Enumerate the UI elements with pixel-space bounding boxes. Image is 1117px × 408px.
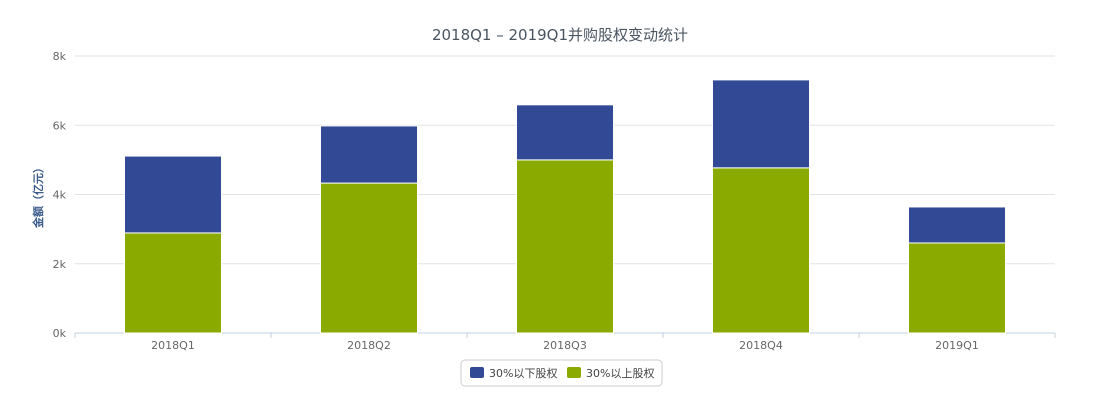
x-tick-label: 2018Q2 [347,339,391,352]
bar-segment[interactable] [712,167,810,334]
bar-segment[interactable] [516,159,614,334]
x-ticks: 2018Q1 2018Q2 2018Q3 2018Q4 2019Q1 [74,333,1056,352]
x-tick-label: 2018Q1 [151,339,195,352]
y-tick-label: 6k [53,119,67,132]
y-tick-label: 4k [53,189,67,202]
legend-item[interactable]: 30%以上股权 [567,367,654,380]
y-tick-label: 8k [53,50,67,63]
bar-segment[interactable] [320,182,418,334]
y-tick-label: 0k [53,327,67,340]
bar-segment[interactable] [124,155,222,234]
bar-segment[interactable] [712,79,810,169]
bar-segment[interactable] [516,104,614,161]
x-tick-label: 2018Q3 [543,339,587,352]
bar-segment[interactable] [124,232,222,334]
legend-box [460,359,663,387]
legend-label: 30%以上股权 [586,367,654,380]
y-axis-label: 金额（亿元） [31,162,45,229]
legend-swatch [470,367,484,378]
chart-title: 2018Q1 – 2019Q1并购股权变动统计 [432,26,688,44]
bars [124,79,1006,334]
legend-label: 30%以下股权 [489,367,557,380]
bar-segment[interactable] [320,125,418,184]
legend: 30%以下股权 30%以上股权 [460,359,663,387]
y-ticks: 0k 2k 4k 6k 8k [53,50,67,340]
y-tick-label: 2k [53,258,67,271]
legend-item[interactable]: 30%以下股权 [470,367,557,380]
x-tick-label: 2018Q4 [739,339,783,352]
bar-segment[interactable] [908,206,1006,244]
bar-segment[interactable] [908,242,1006,334]
x-tick-label: 2019Q1 [935,339,979,352]
legend-swatch [567,367,581,378]
